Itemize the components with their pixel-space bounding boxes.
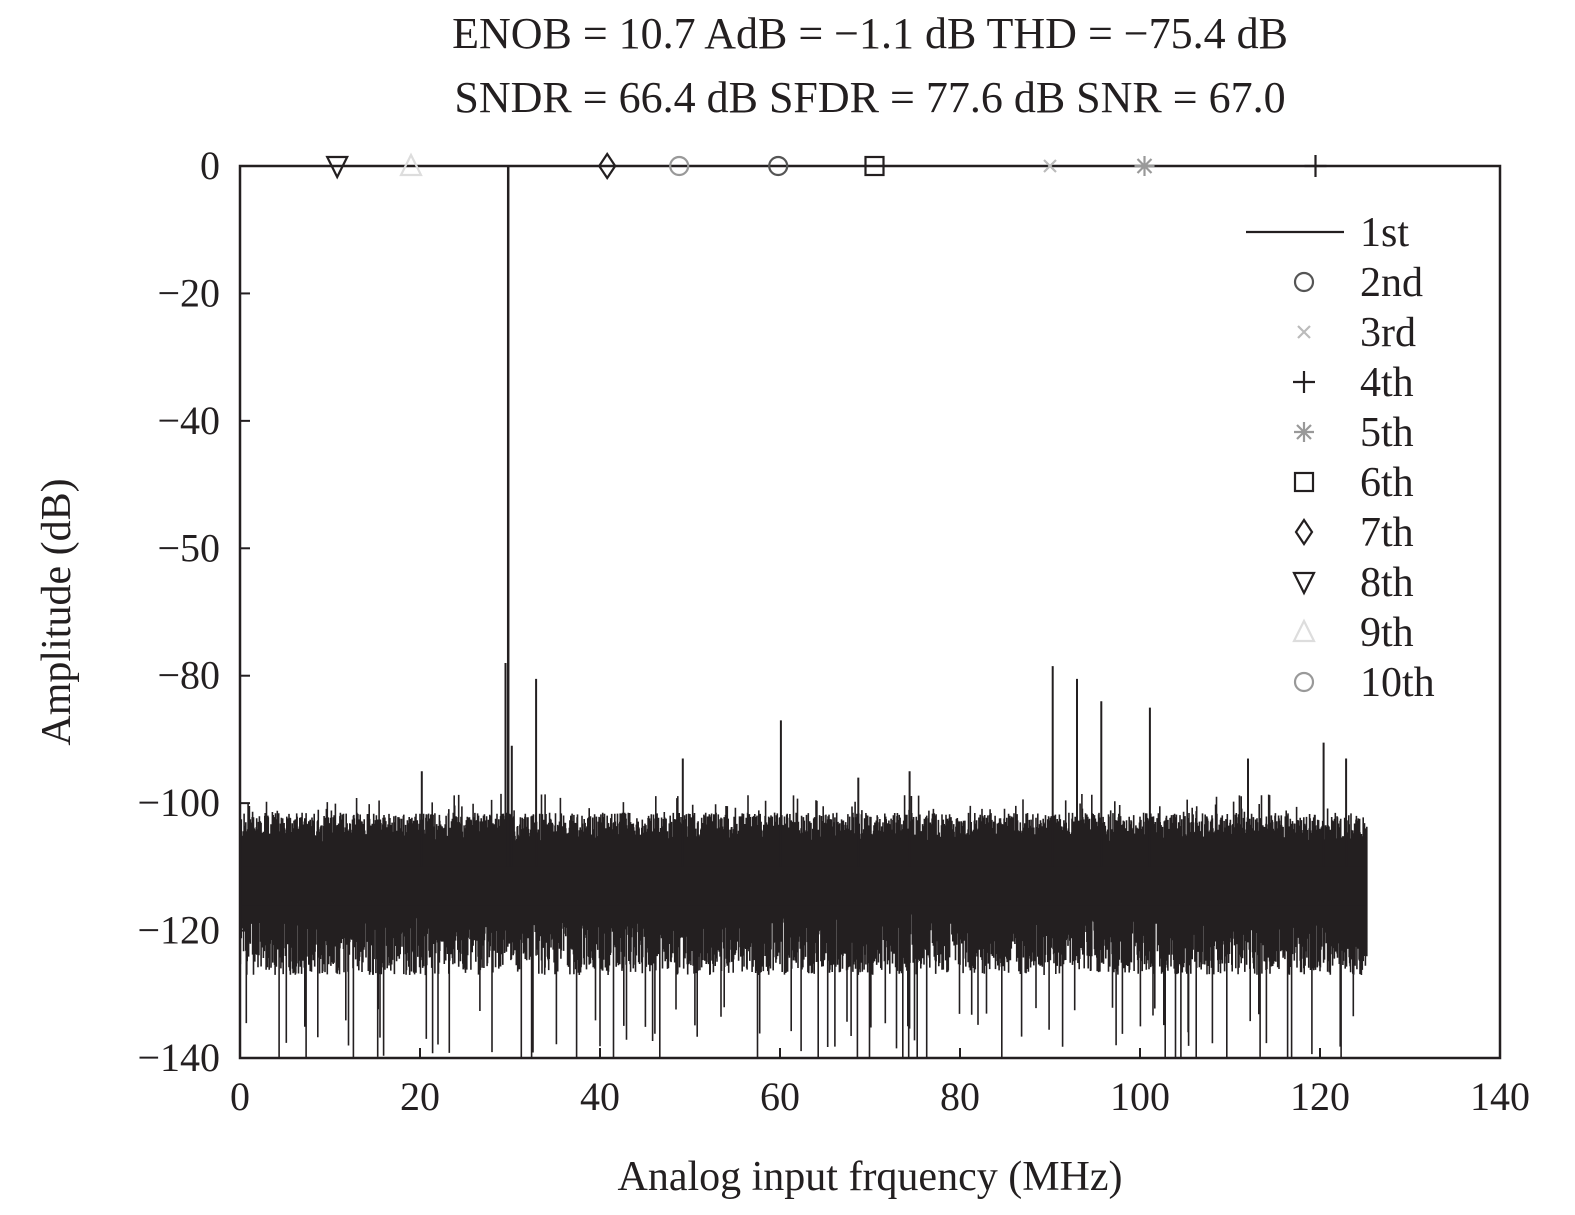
- legend-marker-triangle-down-icon: [1292, 571, 1316, 596]
- legend-label: 5th: [1360, 410, 1414, 456]
- harmonic-marker-10th: [669, 155, 690, 177]
- harmonic-marker-3rd: [1043, 159, 1057, 173]
- legend-item: 9th: [1292, 610, 1414, 656]
- noise-floor-trace: [239, 793, 1368, 1058]
- legend-label: 1st: [1360, 210, 1409, 256]
- legend-marker-x-icon: [1297, 325, 1311, 339]
- x-tick-label: 20: [400, 1074, 440, 1119]
- y-tick-label: −140: [137, 1035, 220, 1080]
- legend-label: 8th: [1360, 560, 1414, 606]
- legend-label: 4th: [1360, 360, 1414, 406]
- x-tick-label: 0: [230, 1074, 250, 1119]
- legend-marker-circle-icon: [1293, 271, 1315, 293]
- x-tick-label: 120: [1290, 1074, 1350, 1119]
- harmonic-marker-8th: [325, 155, 349, 180]
- legend-marker-asterisk-icon: [1294, 422, 1314, 442]
- y-axis-label: Amplitude (dB): [34, 478, 80, 745]
- legend-label: 6th: [1360, 460, 1414, 506]
- legend-label: 3rd: [1360, 310, 1416, 356]
- harmonic-markers: [325, 152, 1327, 180]
- legend-item: 4th: [1293, 360, 1414, 406]
- y-tick-label: −40: [157, 398, 220, 443]
- harmonic-marker-9th: [399, 152, 423, 177]
- legend-item: 3rd: [1297, 310, 1416, 356]
- x-tick-label: 100: [1110, 1074, 1170, 1119]
- chart-title-line-2: SNDR = 66.4 dB SFDR = 77.6 dB SNR = 67.0: [454, 73, 1285, 122]
- legend-item: 6th: [1293, 460, 1414, 506]
- legend-item: 2nd: [1293, 260, 1423, 306]
- legend-marker-plus-icon: [1293, 371, 1315, 393]
- harmonic-marker-7th: [597, 152, 617, 180]
- harmonic-marker-6th: [864, 155, 885, 177]
- y-tick-label: −50: [157, 525, 220, 570]
- legend-label: 10th: [1360, 660, 1435, 706]
- legend-label: 9th: [1360, 610, 1414, 656]
- legend-label: 7th: [1360, 510, 1414, 556]
- y-tick-label: −120: [137, 908, 220, 953]
- x-tick-label: 40: [580, 1074, 620, 1119]
- legend-marker-circle-icon: [1293, 671, 1315, 693]
- y-tick-label: −100: [137, 780, 220, 825]
- x-tick-label: 140: [1470, 1074, 1530, 1119]
- x-tick-label: 80: [940, 1074, 980, 1119]
- legend-item: 10th: [1293, 660, 1435, 706]
- legend-marker-square-icon: [1293, 471, 1315, 493]
- harmonic-marker-4th: [1304, 155, 1327, 177]
- y-tick-label: −80: [157, 653, 220, 698]
- noise-floor-core: [240, 866, 1367, 906]
- x-tick-label: 60: [760, 1074, 800, 1119]
- legend-item: 1st: [1246, 210, 1409, 256]
- legend-item: 8th: [1292, 560, 1414, 606]
- legend-label: 2nd: [1360, 260, 1423, 306]
- legend-marker-diamond-icon: [1294, 518, 1314, 546]
- harmonic-marker-5th: [1134, 156, 1155, 176]
- legend-item: 5th: [1294, 410, 1414, 456]
- y-tick-label: 0: [200, 143, 220, 188]
- axis-ticks: 0 20 40 60 80 100 120 140 0 −20 −40 −50 −80 −100 −120 −…: [137, 143, 1530, 1119]
- harmonic-marker-2nd: [768, 155, 789, 177]
- y-tick-label: −20: [157, 270, 220, 315]
- legend-item: 7th: [1294, 510, 1414, 556]
- legend-marker-triangle-up-icon: [1292, 618, 1316, 643]
- x-axis-label: Analog input frquency (MHz): [617, 1154, 1122, 1200]
- plot-area: [239, 166, 1368, 1058]
- chart-title-line-1: ENOB = 10.7 AdB = −1.1 dB THD = −75.4 dB: [452, 9, 1288, 58]
- plot-frame: [238, 164, 1502, 1060]
